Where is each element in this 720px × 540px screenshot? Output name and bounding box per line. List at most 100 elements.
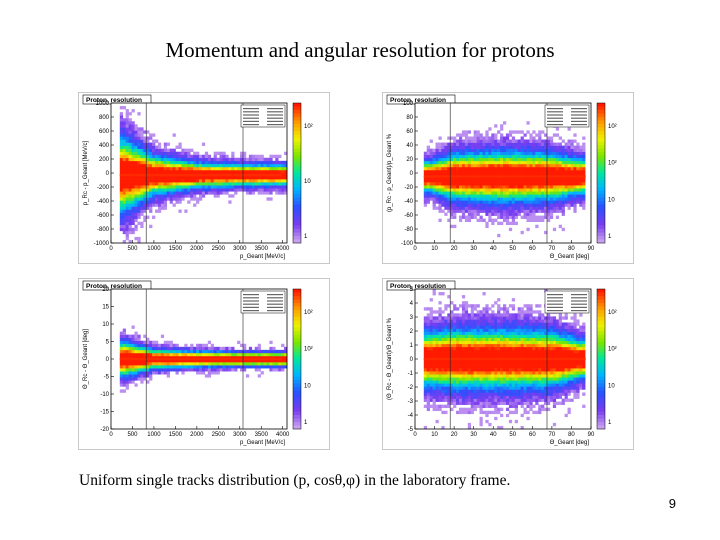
heatmap-cell xyxy=(140,139,144,143)
heatmap-cell xyxy=(447,203,451,207)
heatmap-cell xyxy=(172,352,176,357)
heatmap-cell xyxy=(435,362,439,366)
heatmap-cell xyxy=(143,154,147,159)
heatmap-cell xyxy=(435,206,439,210)
heatmap-cell xyxy=(251,349,256,354)
x-tick-label: 2000 xyxy=(190,432,204,438)
heatmap-cell xyxy=(196,349,200,354)
heatmap-cell xyxy=(178,359,182,363)
heatmap-cell xyxy=(517,389,521,393)
heatmap-cell xyxy=(459,365,463,369)
heatmap-cell xyxy=(579,160,583,165)
heatmap-cell xyxy=(514,392,518,396)
heatmap-cell xyxy=(582,194,586,198)
heatmap-cell xyxy=(122,157,126,162)
heatmap-cell xyxy=(529,392,533,396)
heatmap-cell xyxy=(473,395,477,399)
heatmap-cell xyxy=(155,139,159,143)
heatmap-cell xyxy=(564,194,568,198)
heatmap-cell xyxy=(473,346,477,351)
heatmap-cell xyxy=(514,163,518,168)
heatmap-cell xyxy=(157,191,162,195)
heatmap-cell xyxy=(149,160,153,165)
heatmap-cell xyxy=(561,169,565,174)
heatmap-cell xyxy=(181,362,185,366)
heatmap-cell xyxy=(538,398,542,402)
heatmap-cell xyxy=(500,413,504,418)
heatmap-cell xyxy=(166,362,170,366)
heatmap-cell xyxy=(128,340,132,345)
heatmap-cell xyxy=(125,176,129,180)
heatmap-cell xyxy=(488,307,492,311)
heatmap-cell xyxy=(500,395,504,399)
heatmap-cell xyxy=(485,310,489,314)
heatmap-cell xyxy=(532,316,536,320)
heatmap-cell xyxy=(263,191,267,195)
heatmap-cell xyxy=(523,374,527,378)
heatmap-cell xyxy=(532,383,536,387)
colorbar-segment xyxy=(293,334,301,339)
heatmap-cell xyxy=(549,136,554,140)
heatmap-cell xyxy=(544,148,548,152)
heatmap-cell xyxy=(491,340,495,345)
heatmap-cell xyxy=(275,176,279,180)
heatmap-cell xyxy=(444,182,448,186)
heatmap-cell xyxy=(122,212,126,216)
heatmap-cell xyxy=(172,160,176,165)
heatmap-cell xyxy=(175,371,179,375)
heatmap-cell xyxy=(547,319,551,323)
heatmap-cell xyxy=(222,157,226,162)
heatmap-cell xyxy=(479,139,483,143)
heatmap-cell xyxy=(464,304,469,308)
heatmap-cell xyxy=(526,182,530,186)
heatmap-cell xyxy=(137,215,141,219)
heatmap-cell xyxy=(160,166,165,171)
heatmap-cell xyxy=(508,316,513,320)
heatmap-cell xyxy=(459,185,463,189)
heatmap-cell xyxy=(500,148,504,152)
heatmap-cell xyxy=(131,355,135,360)
heatmap-cell xyxy=(479,188,483,192)
heatmap-cell xyxy=(251,362,256,366)
heatmap-cell xyxy=(503,188,507,192)
heatmap-cell xyxy=(245,362,250,366)
heatmap-cell xyxy=(470,160,474,165)
x-tick-label: 3500 xyxy=(255,432,269,438)
heatmap-cell xyxy=(488,173,492,177)
heatmap-cell xyxy=(497,151,501,156)
heatmap-cell xyxy=(429,368,433,372)
heatmap-cell xyxy=(193,160,197,165)
heatmap-cell xyxy=(248,355,253,360)
heatmap-cell xyxy=(508,322,513,326)
heatmap-cell xyxy=(497,203,501,207)
heatmap-cell xyxy=(555,362,560,366)
heatmap-cell xyxy=(520,169,524,174)
heatmap-cell xyxy=(538,343,542,348)
heatmap-cell xyxy=(532,185,536,189)
heatmap-cell xyxy=(222,160,226,165)
heatmap-cell xyxy=(491,310,495,314)
heatmap-cell xyxy=(467,377,472,381)
heatmap-cell xyxy=(152,343,156,348)
colorbar-segment xyxy=(293,324,301,328)
heatmap-cell xyxy=(201,166,206,171)
colorbar-segment xyxy=(293,239,301,244)
heatmap-cell xyxy=(547,316,551,320)
heatmap-cell xyxy=(196,182,200,186)
heatmap-cell xyxy=(517,130,521,134)
heatmap-cell xyxy=(152,139,156,143)
heatmap-cell xyxy=(450,322,454,326)
heatmap-cell xyxy=(441,145,445,149)
heatmap-cell xyxy=(582,154,586,159)
heatmap-cell xyxy=(535,218,539,222)
heatmap-cell xyxy=(169,169,173,174)
heatmap-cell xyxy=(278,188,282,192)
heatmap-cell xyxy=(514,371,518,375)
heatmap-cell xyxy=(278,163,282,168)
heatmap-cell xyxy=(207,346,212,351)
heatmap-cell xyxy=(511,139,516,143)
heatmap-cell xyxy=(456,389,460,393)
heatmap-cell xyxy=(125,151,129,156)
heatmap-cell xyxy=(450,173,454,177)
heatmap-cell xyxy=(275,191,279,195)
